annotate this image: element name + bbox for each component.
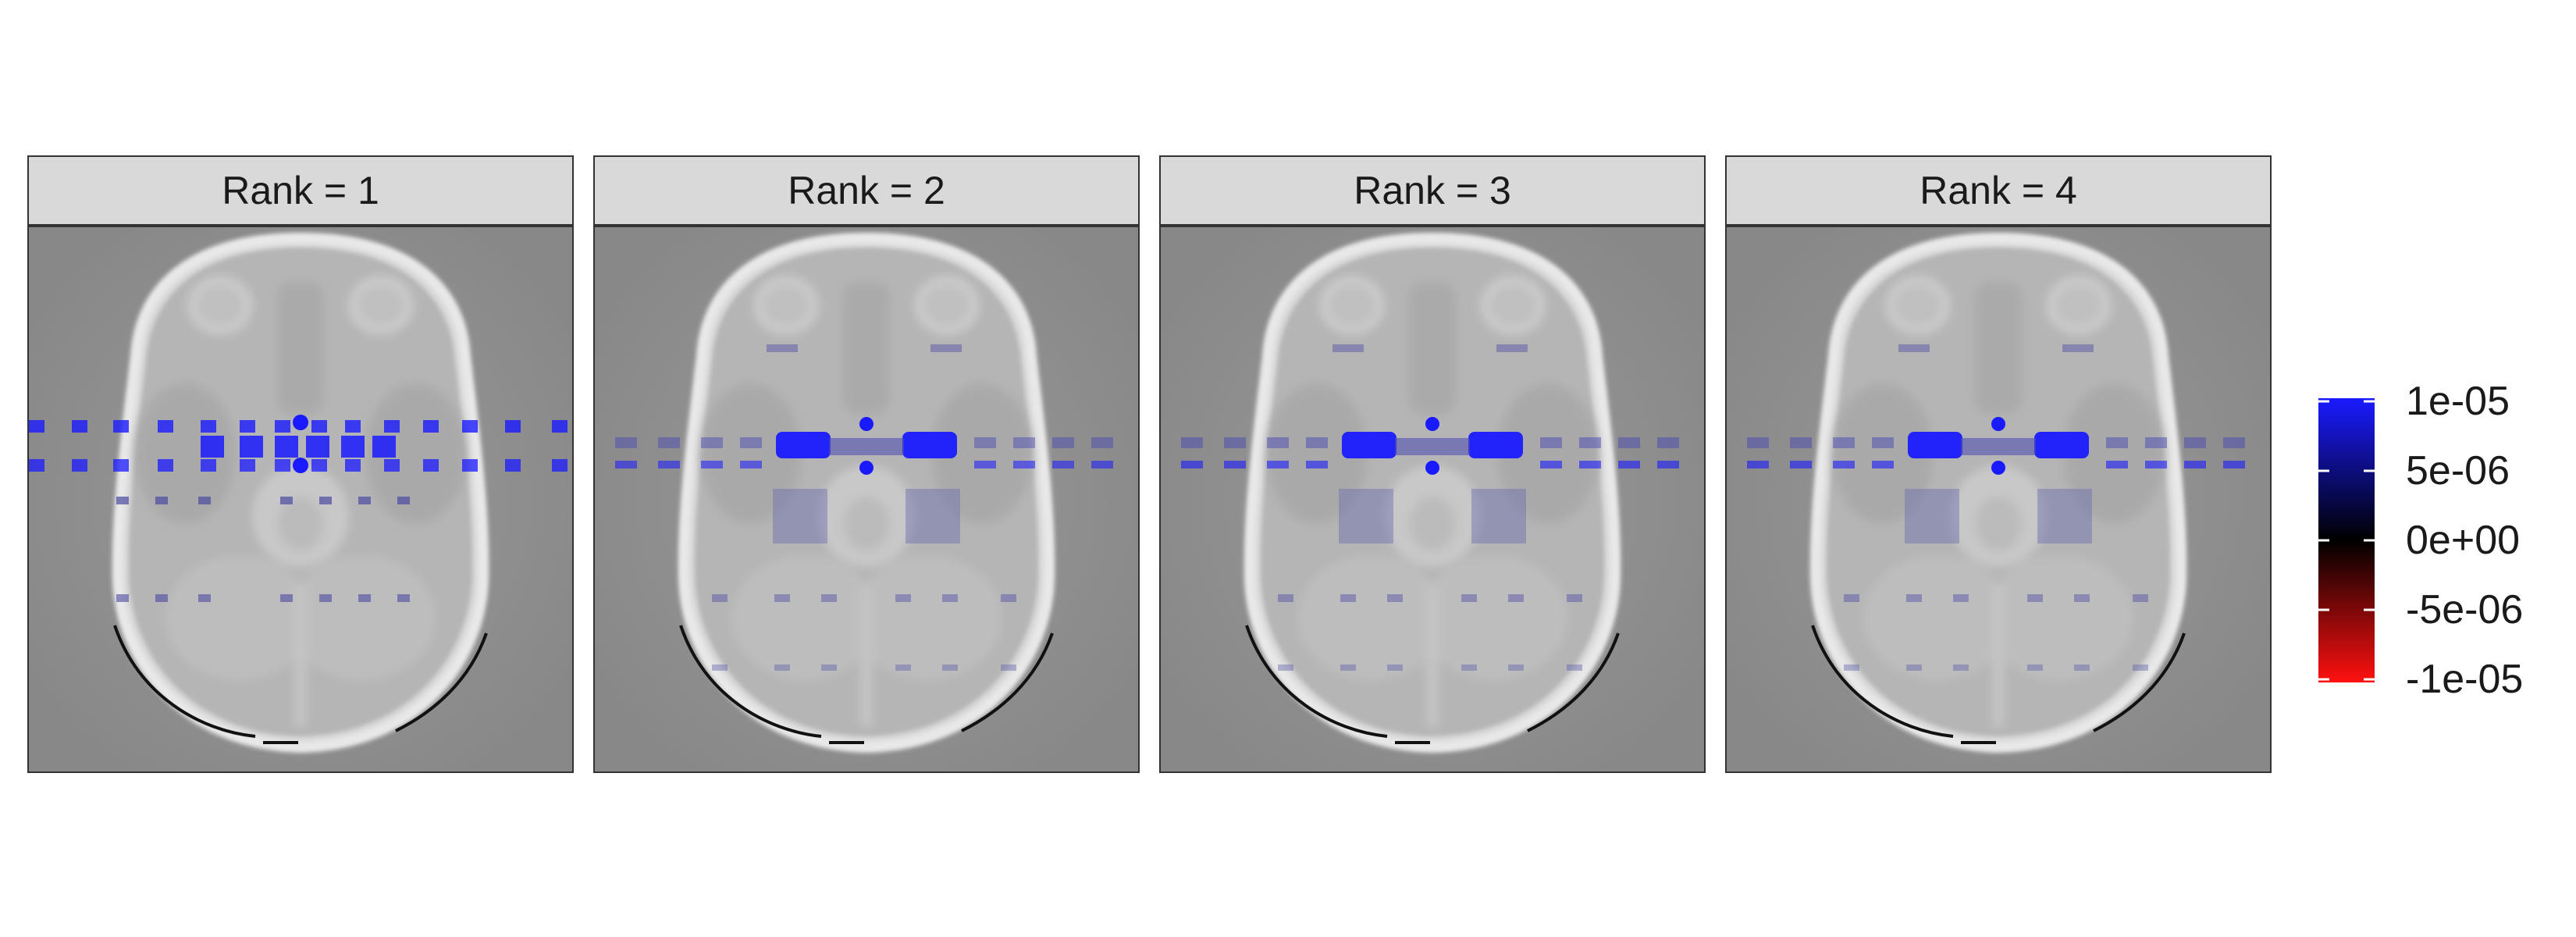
legend-label-high: 5e-06 [2406,448,2510,493]
brain-slice-image [27,226,574,773]
legend-label-min: -1e-05 [2406,657,2524,702]
facet-panel-2: Rank = 2 [593,155,1140,773]
facet-panel-3: Rank = 3 [1159,155,1706,773]
colorbar [2318,398,2375,682]
facet-strip: Rank = 2 [593,155,1140,226]
brain-slice-image [593,226,1140,773]
legend-label-low: -5e-06 [2406,587,2524,632]
facet-label: Rank = 1 [222,169,379,212]
facet-strip: Rank = 3 [1159,155,1706,226]
legend-label-max: 1e-05 [2406,379,2510,424]
brain-slice-image [1159,226,1706,773]
facet-label: Rank = 4 [1920,169,2077,212]
facet-strip: Rank = 4 [1725,155,2272,226]
facet-panel-4: Rank = 4 [1725,155,2272,773]
brain-slice-image [1725,226,2272,773]
facet-label: Rank = 2 [788,169,945,212]
facet-strip: Rank = 1 [27,155,574,226]
facet-label: Rank = 3 [1354,169,1511,212]
legend-label-zero: 0e+00 [2406,518,2521,563]
facet-panel-1: Rank = 1 [27,155,574,773]
